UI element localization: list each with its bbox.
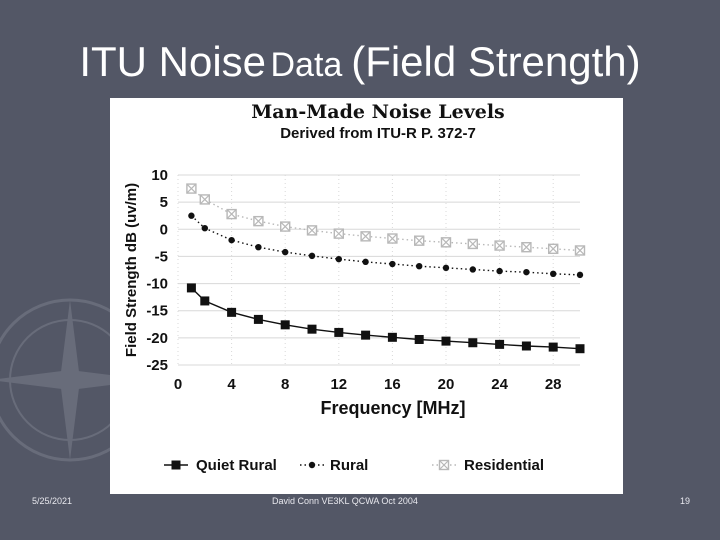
slide-title-part1: ITU Noise — [79, 38, 267, 85]
y-tick-label: -5 — [155, 248, 168, 265]
rural-data-point — [389, 260, 396, 268]
chart-figure: Man-Made Noise Levels Derived from ITU-R… — [110, 98, 623, 494]
residential-data-point — [548, 243, 559, 255]
x-tick-label: 12 — [330, 376, 347, 393]
quiet-rural-data-point — [387, 332, 397, 342]
quiet-rural-data-point — [227, 307, 237, 317]
x-tick-label: 4 — [227, 376, 236, 393]
rural-data-point — [523, 268, 530, 276]
y-tick-label: 5 — [160, 194, 168, 211]
footer-page-number: 19 — [680, 496, 691, 506]
noise-level-chart: Man-Made Noise Levels Derived from ITU-R… — [123, 101, 586, 474]
quiet-rural-series-line — [190, 287, 581, 350]
residential-data-point — [253, 215, 264, 227]
rural-data-point — [496, 267, 503, 275]
rural-data-point — [308, 252, 316, 260]
rural-data-point — [469, 266, 476, 273]
rural-data-point — [201, 225, 208, 232]
x-tick-label: 8 — [281, 376, 289, 393]
compass-watermark-icon — [0, 298, 152, 462]
residential-legend-marker — [438, 459, 450, 471]
y-tick-label: -20 — [146, 330, 168, 347]
rural-data-point — [362, 258, 369, 266]
x-tick-label: 24 — [491, 376, 508, 393]
chart-legend: Quiet Rural Rural Residential — [164, 457, 544, 474]
residential-data-point — [226, 208, 237, 220]
y-axis-label: Field Strength dB (uv/m) — [123, 183, 140, 357]
chart-subtitle: Derived from ITU-R P. 372-7 — [280, 125, 476, 142]
rural-data-point — [442, 264, 450, 272]
series-lines — [190, 188, 581, 350]
residential-data-point — [279, 221, 291, 232]
rural-data-point — [550, 270, 557, 277]
quiet-rural-legend-label: Quiet Rural — [196, 457, 277, 474]
chart-title: Man-Made Noise Levels — [251, 101, 505, 123]
quiet-rural-data-point — [280, 320, 290, 330]
quiet-rural-data-point — [200, 296, 210, 306]
slide-title-part2: Data — [270, 46, 343, 84]
rural-legend-marker — [308, 461, 316, 469]
grid-lines — [177, 174, 580, 366]
rural-data-point — [576, 271, 584, 279]
residential-data-point — [494, 240, 505, 251]
quiet-rural-data-point — [521, 341, 531, 351]
x-tick-label: 20 — [438, 376, 455, 393]
rural-legend-label: Rural — [330, 457, 368, 474]
quiet-rural-data-point — [575, 344, 585, 354]
y-tick-label: -15 — [146, 303, 168, 320]
y-tick-label: -10 — [146, 276, 168, 293]
quiet-rural-data-point — [414, 334, 424, 344]
y-tick-label: -25 — [146, 357, 168, 374]
footer-date: 5/25/2021 — [32, 496, 73, 506]
rural-data-point — [188, 212, 195, 219]
residential-data-point — [521, 241, 532, 253]
residential-legend-label: Residential — [464, 457, 544, 474]
slide-title-part3: (Field Strength) — [351, 38, 641, 85]
rural-data-point — [335, 255, 342, 263]
rural-data-point — [416, 263, 423, 270]
y-tick-label: 0 — [160, 221, 168, 238]
residential-data-point — [333, 228, 345, 239]
residential-data-point — [199, 194, 211, 205]
residential-data-point — [574, 245, 586, 256]
rural-data-point — [282, 248, 289, 256]
footer-author: David Conn VE3KL QCWA Oct 2004 — [272, 496, 418, 506]
axis-ticks: 10 5 0 -5 -10 -15 -20 -25 0 4 8 12 16 20 24 28 — [146, 167, 561, 393]
quiet-rural-data-point — [361, 330, 371, 340]
quiet-rural-data-point — [186, 283, 196, 293]
quiet-rural-data-point — [468, 338, 478, 348]
x-tick-label: 0 — [174, 376, 182, 393]
residential-data-point — [387, 233, 398, 244]
x-tick-label: 28 — [545, 376, 562, 393]
quiet-rural-data-point — [334, 327, 344, 337]
quiet-rural-data-point — [495, 339, 505, 349]
residential-data-point — [414, 235, 425, 246]
quiet-rural-data-point — [307, 324, 317, 334]
x-axis-label: Frequency [MHz] — [320, 398, 465, 418]
residential-data-point — [440, 237, 452, 248]
residential-data-point — [306, 225, 318, 236]
quiet-rural-data-point — [253, 314, 263, 324]
residential-series-line — [190, 188, 581, 252]
residential-data-point — [186, 183, 197, 194]
residential-data-point — [360, 231, 371, 242]
rural-data-point — [228, 236, 235, 244]
quiet-rural-legend-marker — [171, 460, 181, 470]
slide-title: ITU Noise Data (Field Strength) — [0, 38, 720, 86]
rural-data-point — [255, 244, 262, 251]
data-points — [186, 183, 586, 354]
y-tick-label: 10 — [151, 167, 168, 184]
x-tick-label: 16 — [384, 376, 401, 393]
residential-data-point — [467, 238, 478, 250]
quiet-rural-data-point — [548, 342, 558, 352]
quiet-rural-data-point — [441, 336, 451, 346]
